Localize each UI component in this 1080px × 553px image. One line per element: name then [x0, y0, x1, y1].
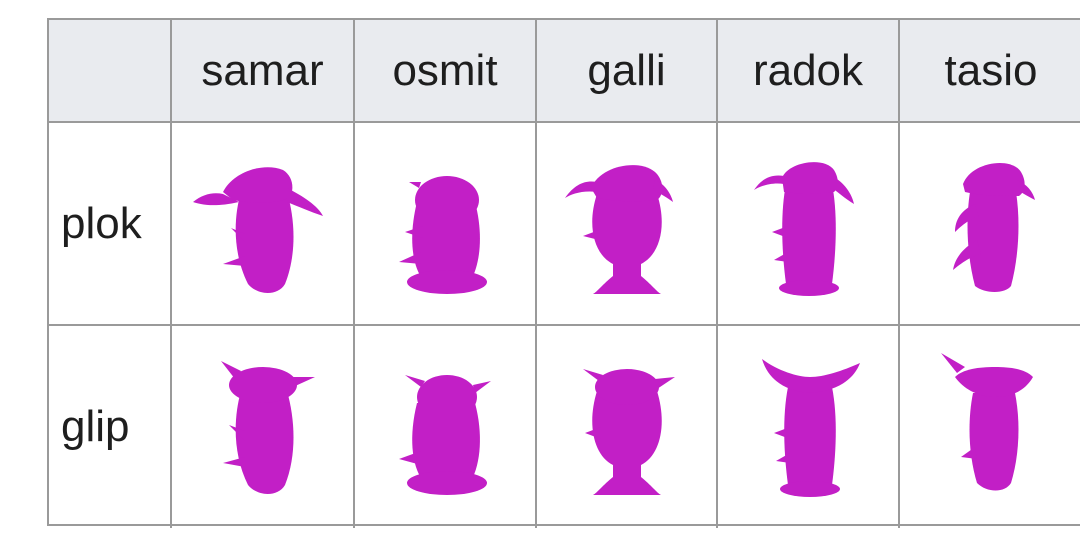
- object-glip-galli: [537, 326, 718, 528]
- object-plok-osmit-shape: [399, 175, 487, 294]
- object-table: samar osmit galli radok tasio plok: [47, 18, 1080, 528]
- object-glip-samar: [172, 326, 355, 528]
- object-glip-radok-shape: [762, 359, 860, 497]
- column-header-tasio: tasio: [900, 20, 1080, 123]
- object-glip-galli-shape: [582, 369, 675, 495]
- corner-cell: [49, 20, 172, 123]
- column-header-galli: galli: [537, 20, 718, 123]
- object-glip-osmit: [355, 326, 537, 528]
- object-plok-galli-shape: [564, 164, 673, 294]
- column-header-osmit: osmit: [355, 20, 537, 123]
- column-header-samar: samar: [172, 20, 355, 123]
- object-plok-tasio: [900, 123, 1080, 326]
- object-plok-radok-shape: [754, 161, 854, 296]
- row-header-plok: plok: [49, 123, 172, 326]
- object-glip-osmit-shape: [399, 375, 491, 495]
- row-header-glip: glip: [49, 326, 172, 528]
- object-plok-samar-shape: [192, 166, 323, 293]
- object-glip-samar-shape: [220, 361, 315, 494]
- object-plok-galli: [537, 123, 718, 326]
- object-plok-osmit: [355, 123, 537, 326]
- object-plok-tasio-shape: [953, 162, 1035, 292]
- column-header-radok: radok: [718, 20, 900, 123]
- object-glip-tasio: [900, 326, 1080, 528]
- object-plok-samar: [172, 123, 355, 326]
- object-glip-radok: [718, 326, 900, 528]
- object-plok-radok: [718, 123, 900, 326]
- object-glip-tasio-shape: [941, 353, 1033, 491]
